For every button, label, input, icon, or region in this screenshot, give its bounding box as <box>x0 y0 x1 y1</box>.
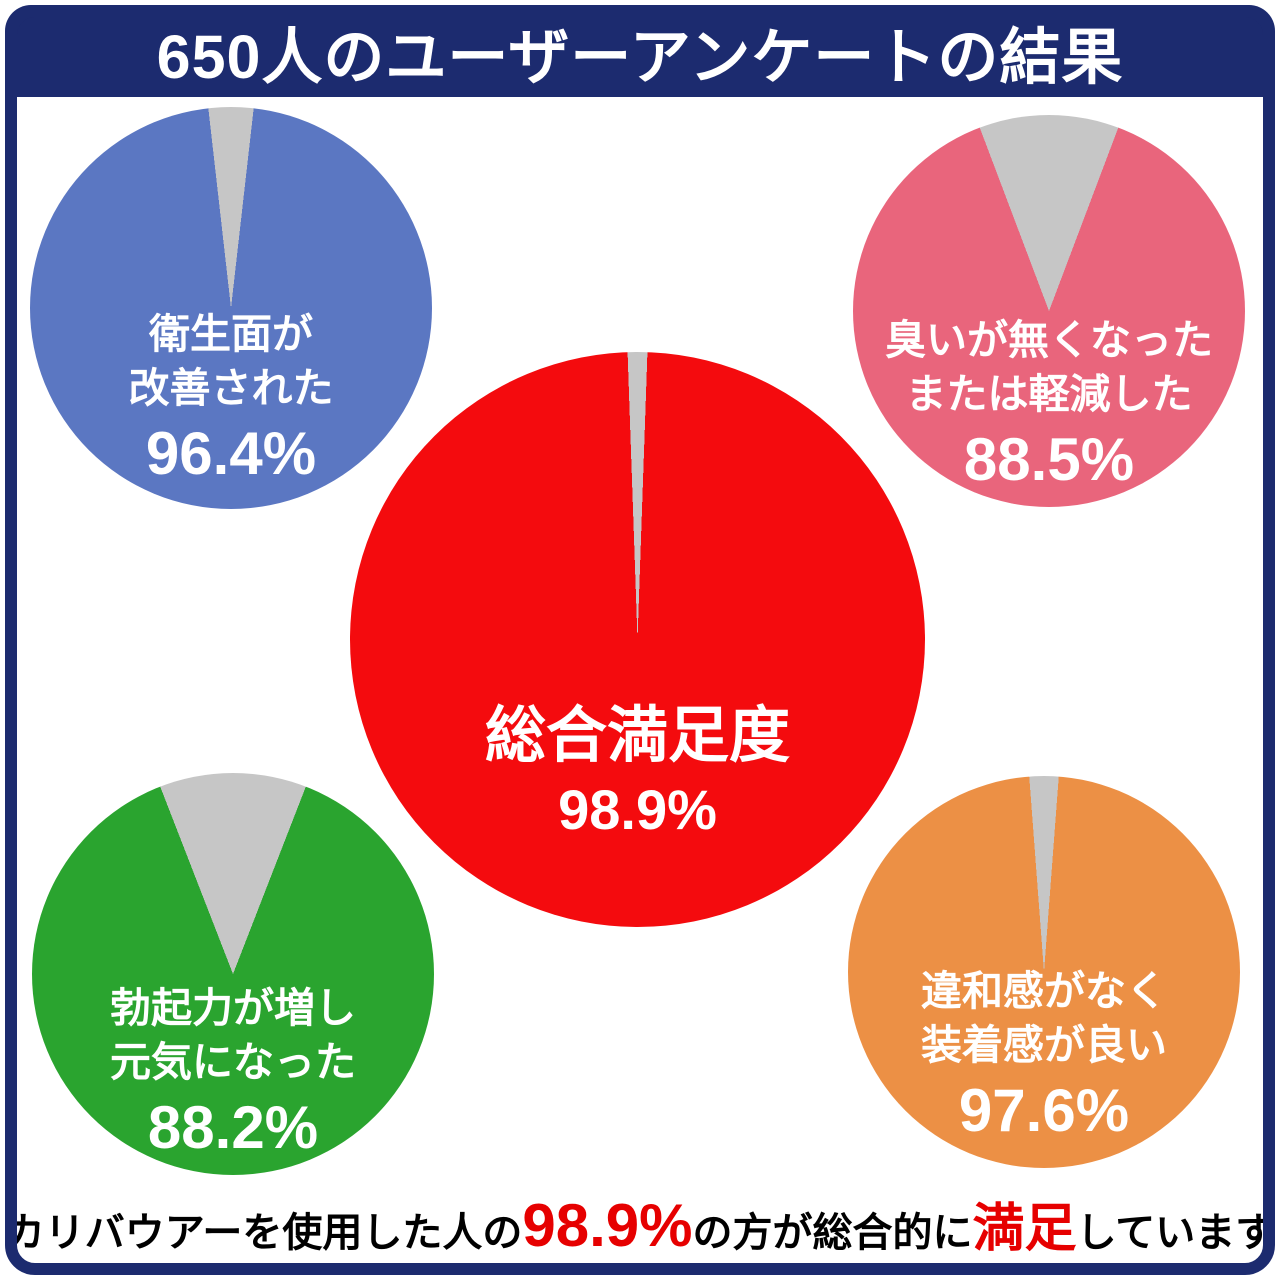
footer-text: しています <box>1076 1211 1276 1255</box>
footer-text: の方が総合的に <box>692 1211 973 1255</box>
pie-chart-overall-satisfaction: 総合満足度 98.9% <box>350 352 925 927</box>
pie-text-line: 衛生面が <box>149 311 313 357</box>
pie-text-line: 勃起力が増し <box>110 985 356 1031</box>
pie-label-hygiene: 衛生面が 改善された 96.4% <box>30 307 432 487</box>
pie-label-fit: 違和感がなく 装着感が良い 97.6% <box>848 964 1240 1144</box>
pie-chart-vitality: 勃起力が増し 元気になった 88.2% <box>32 773 434 1175</box>
footer-text: カリバウアーを使用した人の <box>4 1211 523 1255</box>
pie-text-line: 装着感が良い <box>921 1022 1167 1068</box>
pie-text-line: 元気になった <box>110 1039 356 1085</box>
pie-percent-value: 96.4% <box>145 420 317 487</box>
pie-text-line: 違和感がなく <box>921 968 1167 1014</box>
title-bar: 650人のユーザーアンケートの結果 <box>5 5 1275 97</box>
pie-label-overall: 総合満足度 98.9% <box>350 698 925 842</box>
pie-percent-value: 97.6% <box>958 1077 1130 1144</box>
pie-chart-odor: 臭いが無くなった または軽減した 88.5% <box>853 115 1245 507</box>
pie-chart-hygiene: 衛生面が 改善された 96.4% <box>30 107 432 509</box>
pie-percent-value: 88.2% <box>147 1094 319 1161</box>
pie-percent-value: 88.5% <box>963 426 1135 493</box>
pie-text-line: 改善された <box>128 365 334 411</box>
pie-chart-fit: 違和感がなく 装着感が良い 97.6% <box>848 776 1240 1168</box>
pie-label-vitality: 勃起力が増し 元気になった 88.2% <box>32 981 434 1161</box>
footer-summary: カリバウアーを使用した人の 98.9% の方が総合的に 満足 しています <box>5 1186 1276 1266</box>
pie-percent-value: 98.9% <box>558 778 717 841</box>
pie-text-line: 総合満足度 <box>484 701 790 769</box>
pie-text-line: または軽減した <box>905 371 1193 417</box>
footer-highlight-percent: 98.9% <box>522 1192 693 1259</box>
footer-highlight-word: 満足 <box>972 1200 1077 1258</box>
pie-text-line: 臭いが無くなった <box>885 317 1213 363</box>
pie-label-odor: 臭いが無くなった または軽減した 88.5% <box>853 313 1245 493</box>
page-title: 650人のユーザーアンケートの結果 <box>156 22 1124 91</box>
